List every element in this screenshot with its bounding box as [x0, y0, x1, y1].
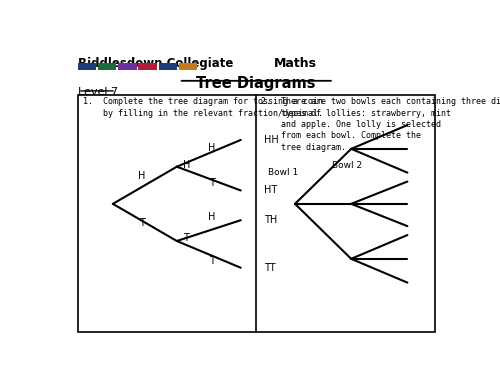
Text: Bowl 2: Bowl 2 — [332, 161, 362, 170]
Text: Riddlesdown Collegiate: Riddlesdown Collegiate — [78, 57, 234, 70]
Text: TT: TT — [264, 263, 276, 273]
Text: Maths: Maths — [274, 57, 316, 70]
FancyBboxPatch shape — [98, 63, 116, 69]
Text: T: T — [209, 178, 214, 188]
Text: H: H — [182, 160, 190, 170]
FancyBboxPatch shape — [78, 63, 96, 69]
Text: Tree Diagrams: Tree Diagrams — [196, 76, 316, 91]
FancyBboxPatch shape — [179, 63, 197, 69]
FancyBboxPatch shape — [158, 63, 177, 69]
Text: from each bowl. Complete the: from each bowl. Complete the — [261, 131, 421, 141]
Text: T: T — [209, 256, 214, 266]
FancyBboxPatch shape — [118, 63, 136, 69]
FancyBboxPatch shape — [138, 63, 156, 69]
Text: and apple. One lolly is selected: and apple. One lolly is selected — [261, 120, 441, 129]
Text: H: H — [138, 171, 145, 181]
Text: tree diagram.: tree diagram. — [261, 142, 346, 152]
Text: HH: HH — [264, 135, 279, 145]
Text: T: T — [139, 218, 145, 228]
Text: TH: TH — [264, 215, 277, 225]
Text: H: H — [208, 143, 216, 153]
Text: Level 7: Level 7 — [78, 87, 118, 97]
Text: 1.  Complete the tree diagram for tossing a coin: 1. Complete the tree diagram for tossing… — [82, 97, 322, 107]
FancyBboxPatch shape — [78, 95, 434, 332]
Text: by filling in the relevant fraction/decimal.: by filling in the relevant fraction/deci… — [82, 109, 322, 118]
Text: 2.  There are two bowls each containing three different: 2. There are two bowls each containing t… — [261, 97, 500, 107]
Text: T: T — [182, 233, 188, 243]
Text: Bowl 1: Bowl 1 — [268, 168, 298, 177]
Text: H: H — [208, 212, 216, 222]
Text: HT: HT — [264, 185, 277, 195]
Text: types of lollies: strawberry, mint: types of lollies: strawberry, mint — [261, 109, 451, 118]
